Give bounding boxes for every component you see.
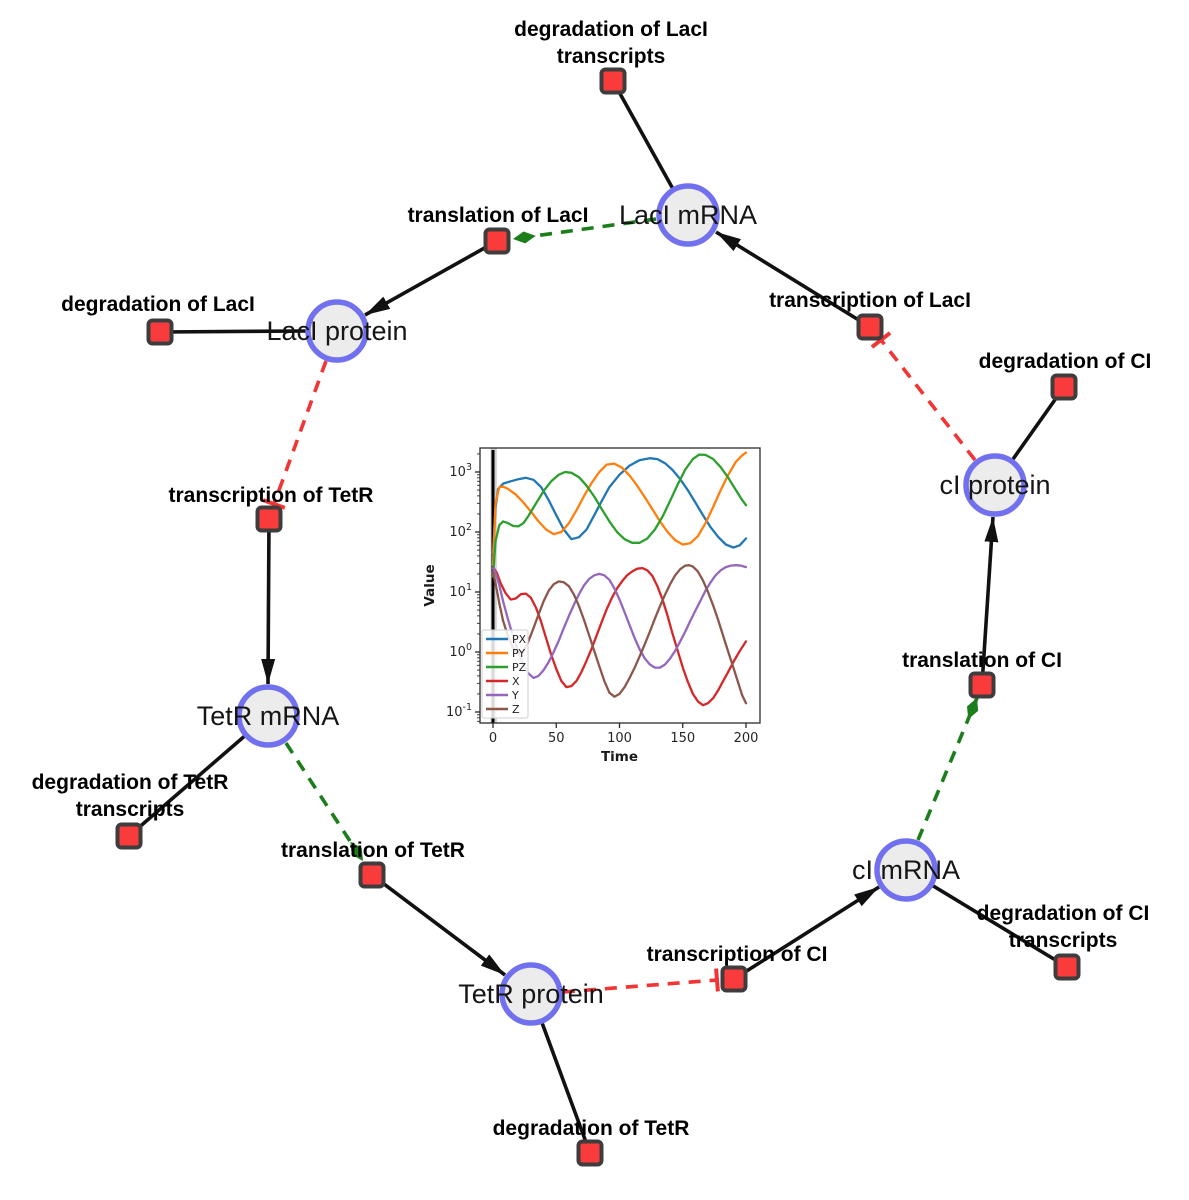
reaction-label-transcription-ci: transcription of CI — [647, 943, 828, 966]
chart-x-tick-label-1: 50 — [548, 731, 565, 746]
legend-entry-X: X — [512, 675, 520, 688]
edge-consumption-deg-laci-laci-protein — [159, 329, 307, 334]
labels-layer: degradation of LacI transcripts translatio… — [32, 18, 1152, 1140]
edge-consumption-tetr-mrna-deg-tetr-transcripts — [127, 732, 249, 838]
reaction-node-deg-ci-transcripts[interactable] — [1053, 953, 1081, 981]
reaction-node-transcription-ci[interactable] — [720, 965, 748, 993]
species-node-tetr-protein[interactable] — [499, 962, 563, 1026]
reaction-node-deg-laci[interactable] — [146, 318, 174, 346]
chart-y-tick-base: 10 — [449, 465, 466, 480]
legend-entry-PZ: PZ — [512, 661, 527, 674]
legend-entry-PY: PY — [512, 647, 525, 660]
chart-y-tick-label-2: 101 — [449, 582, 472, 600]
reaction-label-deg-tetr-transcripts: degradation of TetR — [32, 771, 229, 794]
edge-production-transcription-ci-ci-mrna — [733, 885, 880, 981]
chart-y-tick-exponent: -1 — [463, 702, 472, 713]
reaction-label-translation-laci: translation of LacI — [408, 204, 589, 227]
species-node-ci-protein[interactable] — [963, 453, 1027, 517]
series-path-Z — [491, 564, 748, 705]
reaction-node-translation-tetr[interactable] — [358, 861, 386, 889]
edge-modifier-tetr-mrna-translation-tetr — [284, 742, 365, 862]
edge-consumption-deg-laci-transcripts-laci-mrna — [611, 80, 675, 190]
legend-entry-PX: PX — [512, 633, 527, 646]
chart-x-tick-label-3: 150 — [670, 731, 695, 746]
species-label-laci-protein: LacI protein — [266, 316, 407, 346]
edges-layer — [127, 80, 1068, 1154]
species-label-tetr-mrna: TetR mRNA — [197, 701, 340, 731]
reaction-label-deg-laci: degradation of LacI — [61, 293, 255, 316]
reaction-node-translation-laci[interactable] — [483, 227, 511, 255]
edge-consumption-ci-mrna-deg-ci-transcripts — [929, 882, 1068, 969]
legend-entry-Z: Z — [512, 703, 520, 716]
reaction-label-deg-ci-transcripts-line2: transcripts — [1009, 929, 1118, 952]
reaction-node-deg-ci[interactable] — [1050, 373, 1078, 401]
chart-y-tick-exponent: 3 — [466, 462, 472, 473]
reaction-label-deg-tetr-transcripts-line2: transcripts — [76, 798, 185, 821]
edge-production-transcription-tetr-tetr-mrna — [261, 518, 276, 685]
edge-inhibition-tetr-protein-transcription-ci — [562, 968, 720, 994]
reaction-node-deg-tetr-transcripts[interactable] — [115, 822, 143, 850]
chart-x-label: Time — [601, 749, 638, 765]
species-node-laci-mrna[interactable] — [656, 183, 720, 247]
reaction-label-translation-ci: translation of CI — [902, 649, 1062, 672]
series-path-Y — [491, 564, 748, 680]
chart-y-tick-label-1: 100 — [449, 642, 472, 660]
edge-production-translation-ci-ci-protein — [980, 516, 999, 686]
chart-y-tick-base: 10 — [449, 645, 466, 660]
chart-y-tick-label-3: 102 — [449, 522, 472, 540]
reaction-node-translation-ci[interactable] — [968, 671, 996, 699]
chart-x-tick-label-0: 0 — [489, 731, 497, 746]
series-path-PX — [491, 457, 748, 554]
series-path-PY — [491, 451, 748, 567]
species-label-laci-mrna: LacI mRNA — [619, 200, 757, 230]
chart-y-tick-exponent: 2 — [466, 522, 472, 533]
edge-production-transcription-laci-laci-mrna — [715, 230, 871, 329]
reaction-node-transcription-laci[interactable] — [856, 313, 884, 341]
reaction-label-transcription-laci: transcription of LacI — [769, 289, 971, 312]
chart-y-tick-base: 10 — [449, 585, 466, 600]
reaction-label-translation-tetr: translation of TetR — [281, 839, 465, 862]
reaction-label-transcription-tetr: transcription of TetR — [169, 484, 374, 507]
edge-modifier-ci-mrna-translation-ci — [916, 697, 979, 841]
reaction-label-deg-laci-transcripts-line2: transcripts — [557, 45, 666, 68]
edge-production-translation-laci-laci-protein — [364, 239, 498, 317]
reaction-label-deg-ci-transcripts: degradation of CI — [977, 902, 1150, 925]
series-path-PZ — [491, 453, 748, 578]
species-label-tetr-protein: TetR protein — [458, 979, 604, 1009]
chart-y-tick-label-0: 10-1 — [446, 702, 472, 720]
reaction-node-deg-laci-transcripts[interactable] — [599, 67, 627, 95]
series-path-X — [491, 566, 748, 707]
chart-x-tick-label-4: 200 — [734, 731, 759, 746]
edge-consumption-tetr-protein-deg-tetr — [539, 1019, 592, 1154]
legend-entry-Y: Y — [511, 689, 519, 702]
chart-y-tick-exponent: 0 — [466, 642, 472, 653]
edge-inhibition-laci-protein-transcription-tetr — [262, 360, 328, 510]
edge-modifier-laci-mrna-translation-laci — [512, 217, 657, 244]
chart-x-tick-label-2: 100 — [607, 731, 632, 746]
edge-inhibition-ci-protein-transcription-laci — [870, 331, 977, 462]
species-node-tetr-mrna[interactable] — [236, 684, 300, 748]
species-node-laci-protein[interactable] — [305, 299, 369, 363]
chart-y-tick-label-4: 103 — [449, 462, 472, 480]
reaction-node-deg-tetr[interactable] — [576, 1139, 604, 1167]
reaction-label-deg-tetr: degradation of TetR — [493, 1117, 690, 1140]
species-label-ci-protein: cI protein — [939, 470, 1050, 500]
chart-y-tick-exponent: 1 — [466, 582, 472, 593]
reaction-label-deg-ci: degradation of CI — [979, 350, 1152, 373]
reaction-node-transcription-tetr[interactable] — [255, 505, 283, 533]
chart-y-label: Value — [422, 564, 438, 606]
chart-y-tick-base: 10 — [446, 705, 463, 720]
species-node-ci-mrna[interactable] — [874, 838, 938, 902]
chart-y-tick-base: 10 — [449, 525, 466, 540]
edge-production-translation-tetr-tetr-protein — [370, 873, 507, 977]
reaction-label-deg-laci-transcripts: degradation of LacI — [514, 18, 708, 41]
nodes-layer — [115, 67, 1081, 1167]
species-label-ci-mrna: cI mRNA — [852, 855, 960, 885]
